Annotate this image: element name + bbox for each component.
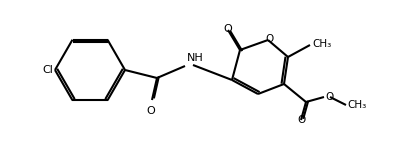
Text: Cl: Cl [42,65,53,75]
Text: O: O [224,24,232,34]
Text: NH: NH [187,53,204,63]
Text: O: O [297,115,305,125]
Text: O: O [146,106,155,116]
Text: O: O [325,92,333,102]
Text: O: O [266,34,274,44]
Text: CH₃: CH₃ [347,100,366,110]
Text: CH₃: CH₃ [312,39,331,49]
